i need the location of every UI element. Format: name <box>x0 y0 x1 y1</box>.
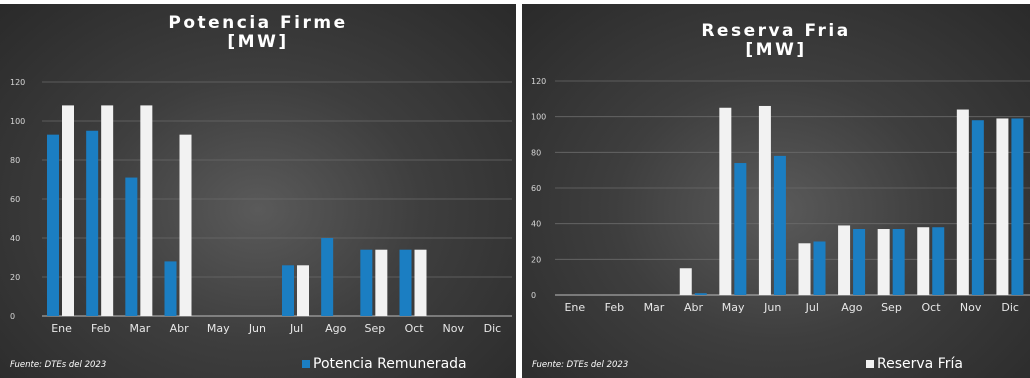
x-tick-label: Oct <box>405 322 425 335</box>
x-tick-label: May <box>207 322 230 335</box>
x-tick-label: Mar <box>644 301 665 314</box>
chart-title: Potencia Firme [MW] <box>0 14 516 52</box>
bar <box>917 227 930 295</box>
x-tick-label: Jun <box>248 322 266 335</box>
bar <box>971 120 984 295</box>
x-tick-label: Ene <box>51 322 72 335</box>
legend-swatch <box>302 360 310 368</box>
x-tick-label: May <box>722 301 745 314</box>
y-tick-label: 60 <box>10 195 20 204</box>
y-tick-label: 40 <box>10 234 20 243</box>
bar <box>773 155 786 295</box>
legend-label: Potencia Remunerada <box>313 356 467 372</box>
source-note: Fuente: DTEs del 2023 <box>532 360 629 370</box>
y-tick-label: 20 <box>10 273 20 282</box>
chart-title-text: Reserva Fria <box>701 21 851 41</box>
x-tick-label: Ene <box>564 301 585 314</box>
chart-title: Reserva Fria [MW] <box>522 22 1030 60</box>
bar <box>679 268 692 295</box>
bar <box>853 229 866 295</box>
x-tick-label: Abr <box>170 322 190 335</box>
bar <box>719 107 732 295</box>
bar <box>86 130 99 316</box>
chart-unit-text: [MW] <box>745 40 807 60</box>
legend-label: Reserva Fría <box>877 356 963 372</box>
potencia-firme-chart-panel: Potencia Firme [MW] 0 20 40 60 80 100 120 Ene Fe… <box>0 4 516 378</box>
bar <box>140 105 153 317</box>
bar <box>179 134 192 316</box>
x-tick-label: Jun <box>763 301 781 314</box>
x-tick-label: Sep <box>881 301 902 314</box>
bar <box>694 293 707 295</box>
y-tick-label: 100 <box>531 113 546 122</box>
y-tick-label: 0 <box>10 312 15 321</box>
y-tick-label: 20 <box>531 255 541 264</box>
y-tick-label: 120 <box>10 78 25 87</box>
x-tick-label: Mar <box>130 322 151 335</box>
bar <box>892 229 905 295</box>
y-tick-label: 100 <box>10 117 25 126</box>
y-tick-label: 80 <box>531 148 541 157</box>
x-tick-label: Dic <box>484 322 502 335</box>
source-note: Fuente: DTEs del 2023 <box>10 360 107 370</box>
x-tick-label: Abr <box>684 301 704 314</box>
x-tick-label: Feb <box>91 322 110 335</box>
x-tick-label: Sep <box>365 322 386 335</box>
bar <box>164 261 177 316</box>
reserva-fria-plot: 0 20 40 60 80 100 120 Ene Feb Mar Abr May Jun Jul Ago S… <box>531 77 1030 314</box>
bar <box>101 105 114 317</box>
bar <box>62 105 74 317</box>
x-tick-label: Nov <box>443 322 465 335</box>
x-tick-label: Ago <box>325 322 347 335</box>
y-tick-label: 80 <box>10 156 20 165</box>
x-tick-label: Nov <box>960 301 982 314</box>
legend: Reserva Fría <box>866 356 963 372</box>
bar <box>125 177 138 316</box>
bar <box>360 249 373 316</box>
y-tick-label: 0 <box>531 291 536 300</box>
bar <box>47 134 59 316</box>
x-tick-label: Ago <box>841 301 863 314</box>
x-tick-label: Jul <box>805 301 819 314</box>
y-tick-label: 120 <box>531 77 546 86</box>
x-tick-label: Feb <box>605 301 624 314</box>
potencia-firme-plot: 0 20 40 60 80 100 120 Ene Feb Mar Abr May Jun Jul Ago S… <box>10 78 512 335</box>
bar <box>414 249 427 316</box>
bar <box>996 118 1009 295</box>
bar <box>758 105 771 295</box>
bar <box>877 229 890 295</box>
legend: Potencia Remunerada <box>302 356 467 372</box>
x-tick-label: Oct <box>922 301 942 314</box>
reserva-fria-chart-panel: Reserva Fria [MW] 0 20 40 60 80 100 120 Ene Feb M… <box>522 4 1030 378</box>
bar <box>838 225 851 295</box>
y-tick-label: 60 <box>531 184 541 193</box>
bar <box>956 109 969 296</box>
bar <box>297 265 309 316</box>
legend-swatch <box>866 360 874 368</box>
bar <box>399 249 412 316</box>
bar <box>1011 118 1024 295</box>
x-tick-label: Dic <box>1001 301 1019 314</box>
x-tick-label: Jul <box>289 322 303 335</box>
bar <box>375 249 388 316</box>
bar <box>813 241 826 295</box>
bar <box>734 163 747 295</box>
bar <box>932 227 945 295</box>
y-tick-label: 40 <box>531 220 541 229</box>
bar <box>321 238 334 316</box>
bar <box>282 265 294 316</box>
chart-unit-text: [MW] <box>227 32 289 52</box>
chart-title-text: Potencia Firme <box>168 13 348 33</box>
bar <box>798 243 811 295</box>
